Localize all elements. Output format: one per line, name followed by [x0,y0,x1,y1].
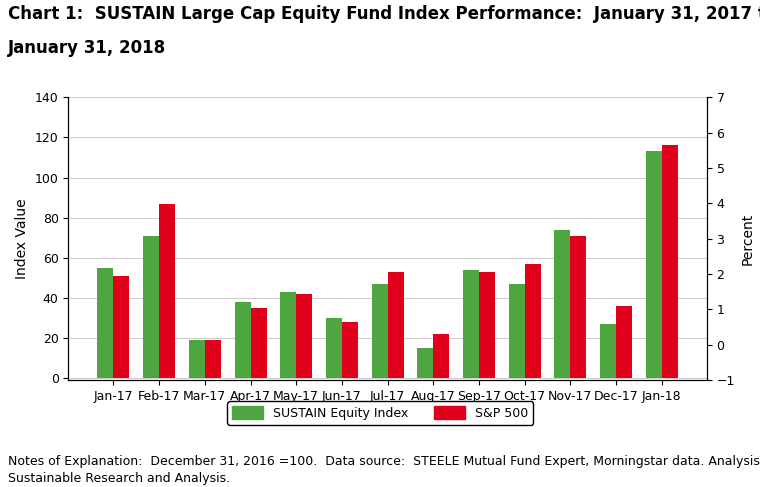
Text: January 31, 2018: January 31, 2018 [8,39,166,57]
Bar [554,229,571,378]
Bar [646,151,662,378]
Bar [342,322,358,378]
Bar [97,268,113,378]
Bar [524,263,540,378]
Bar [508,284,524,378]
Bar [296,294,312,378]
Bar [159,204,175,378]
Bar [571,236,587,378]
Bar [662,146,678,378]
Y-axis label: Percent: Percent [740,212,755,265]
Bar [616,306,632,378]
Bar [600,324,616,378]
Bar [388,272,404,378]
Bar [372,284,388,378]
Bar [251,308,267,378]
Text: Chart 1:  SUSTAIN Large Cap Equity Fund Index Performance:  January 31, 2017 to: Chart 1: SUSTAIN Large Cap Equity Fund I… [8,5,760,23]
Bar [280,292,296,378]
Bar [235,302,251,378]
Legend: SUSTAIN Equity Index, S&P 500: SUSTAIN Equity Index, S&P 500 [227,401,533,425]
Bar [326,318,342,378]
Bar [479,272,495,378]
Bar [143,236,159,378]
Text: Notes of Explanation:  December 31, 2016 =100.  Data source:  STEELE Mutual Fund: Notes of Explanation: December 31, 2016 … [8,454,760,468]
Bar [417,348,433,378]
Bar [188,340,204,378]
Bar [433,334,449,378]
Y-axis label: Index Value: Index Value [15,198,29,279]
Bar [204,340,221,378]
Bar [463,270,479,378]
Bar [113,276,129,378]
Text: Sustainable Research and Analysis.: Sustainable Research and Analysis. [8,471,230,485]
